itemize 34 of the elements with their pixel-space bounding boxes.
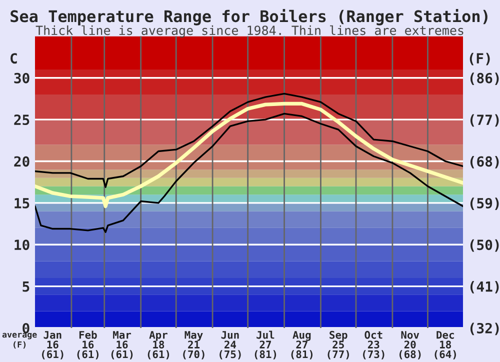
y2-tick-label: (59) — [470, 198, 499, 210]
y2-tick-label: (86) — [470, 72, 499, 85]
line-series — [35, 92, 463, 188]
x-tick-label: Jun 24 (75) — [220, 331, 241, 360]
x-tick-label: Feb 16 (61) — [77, 330, 99, 360]
y-tick-label: 10 — [14, 240, 30, 250]
y2-axis-title: (F) — [470, 52, 490, 66]
x-tick-label: Jan 16 (61) — [42, 331, 64, 360]
x-tick-label: Apr 18 (61) — [148, 331, 170, 360]
y2-tick-label: (50) — [470, 239, 499, 252]
x-tick-label: Jul 27 (81) — [254, 330, 276, 360]
y-tick-label: 0 — [22, 322, 30, 334]
x-tick-label: Dec 18 (64) — [434, 331, 456, 360]
line-series — [35, 112, 463, 233]
y-tick-label: 30 — [14, 72, 30, 84]
x-tick-label: May 21 (70) — [183, 331, 204, 360]
x-tick-label: Oct 23 (73) — [363, 330, 384, 360]
x-tick-label: Mar 16 (61) — [111, 331, 133, 360]
x-tick-label: Nov 20 (68) — [399, 331, 421, 360]
x-tick-label: Sep 25 (77) — [328, 330, 349, 360]
chart-title: Sea Temperature Range for Boilers (Ranger Station) — [10, 9, 488, 26]
y2-tick-label: (32) — [470, 322, 499, 336]
text: average (F) — [2, 332, 37, 349]
y-tick-label: 15 — [14, 198, 30, 208]
chart-subtitle: Thick line is average since 1984. Thin lines are extremes — [36, 25, 464, 38]
y2-tick-label: (68) — [470, 156, 499, 168]
y-axis-title: C — [10, 53, 17, 64]
x-tick-label: Aug 27 (81) — [291, 331, 313, 360]
y2-tick-label: (41) — [470, 281, 499, 294]
line-series — [35, 102, 463, 208]
y-tick-label: 25 — [14, 114, 30, 126]
y-tick-label: 5 — [22, 281, 30, 292]
y2-tick-label: (77) — [470, 114, 499, 127]
y-tick-label: 20 — [14, 156, 30, 167]
